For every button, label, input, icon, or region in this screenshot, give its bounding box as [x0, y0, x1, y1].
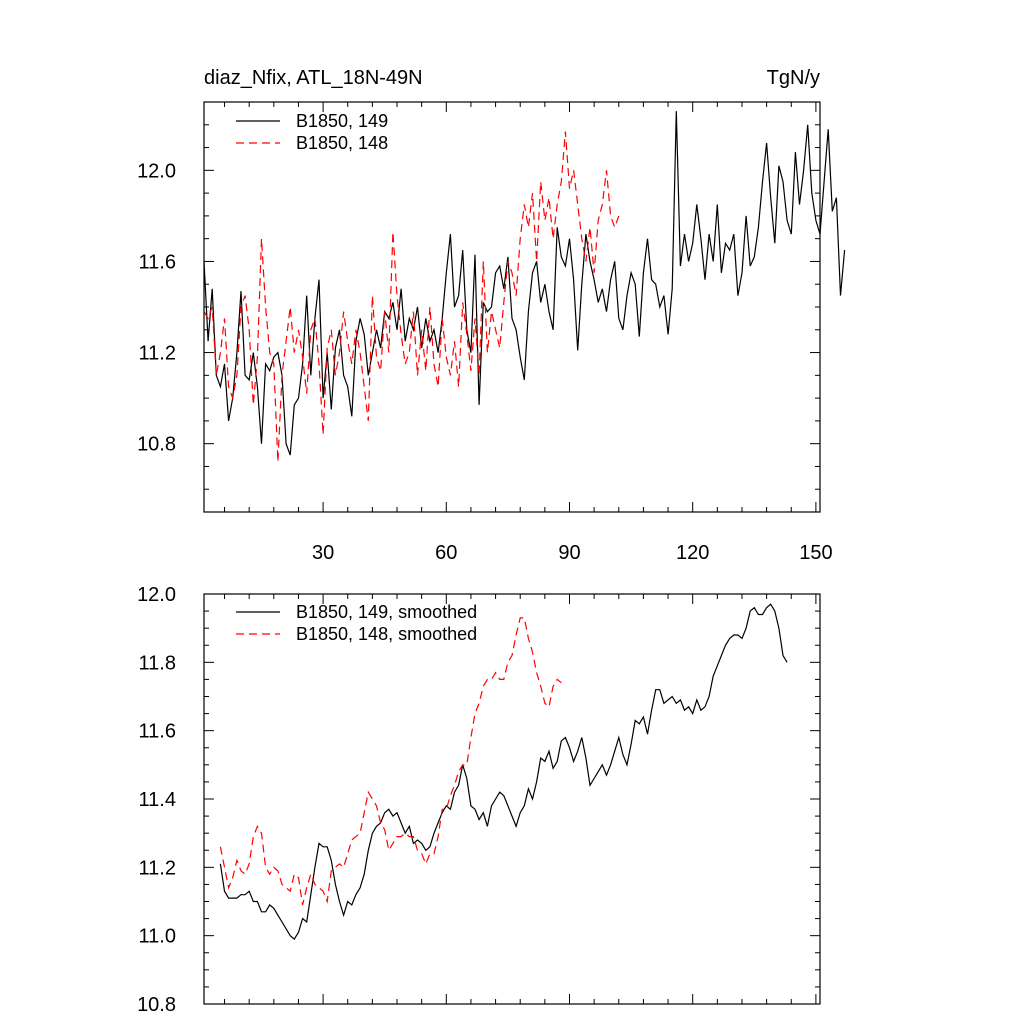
bottom-legend-label-149: B1850, 149, smoothed	[296, 602, 477, 622]
top-axes: 30 60 90 120 150 10.8 11.2 11.6 12.0	[137, 101, 833, 564]
top-legend-label-148: B1850, 148	[296, 133, 388, 153]
top-xtick-label: 90	[558, 542, 580, 564]
top-plot-frame	[203, 101, 821, 513]
top-ytick-label: 12.0	[137, 160, 176, 182]
top-panel: diaz_Nfix, ATL_18N-49N TgN/y 30 60 90 120 15…	[137, 67, 846, 564]
top-ytick-label: 11.2	[139, 343, 176, 365]
bottom-legend-label-148: B1850, 148, smoothed	[296, 624, 477, 644]
bottom-axes: 10.8 11.0 11.2 11.4 11.6 11.8 12.0	[137, 584, 820, 1016]
bottom-ytick-label: 11.4	[139, 789, 176, 811]
top-plot-lines	[203, 111, 846, 462]
bottom-ytick-label: 11.2	[139, 857, 176, 879]
bottom-plot-frame	[203, 593, 821, 1005]
top-ytick-label: 11.6	[139, 251, 176, 273]
top-xtick-label: 120	[676, 542, 709, 564]
top-legend: B1850, 149 B1850, 148	[236, 111, 388, 153]
top-xtick-label: 60	[435, 542, 457, 564]
bottom-ytick-label: 12.0	[137, 584, 176, 606]
top-title-left: diaz_Nfix, ATL_18N-49N	[204, 67, 423, 89]
bottom-ytick-label: 11.8	[139, 652, 176, 674]
top-xtick-label: 150	[799, 542, 832, 564]
bottom-series-line-149	[219, 603, 788, 941]
bottom-ytick-label: 10.8	[137, 994, 176, 1016]
top-series-line-149	[203, 111, 846, 456]
bottom-ytick-label: 11.0	[139, 926, 176, 948]
bottom-plot-lines	[219, 603, 788, 941]
bottom-series-line-148	[219, 617, 562, 906]
top-ytick-label: 10.8	[137, 434, 176, 456]
top-xtick-label: 30	[312, 542, 334, 564]
top-legend-label-149: B1850, 149	[296, 111, 388, 131]
top-series-line-148	[203, 131, 620, 462]
bottom-ytick-label: 11.6	[139, 721, 176, 743]
bottom-panel: 10.8 11.0 11.2 11.4 11.6 11.8 12.0 B1850, 149,…	[137, 584, 821, 1016]
top-title-right: TgN/y	[767, 67, 820, 89]
bottom-legend: B1850, 149, smoothed B1850, 148, smoothe…	[236, 602, 477, 644]
